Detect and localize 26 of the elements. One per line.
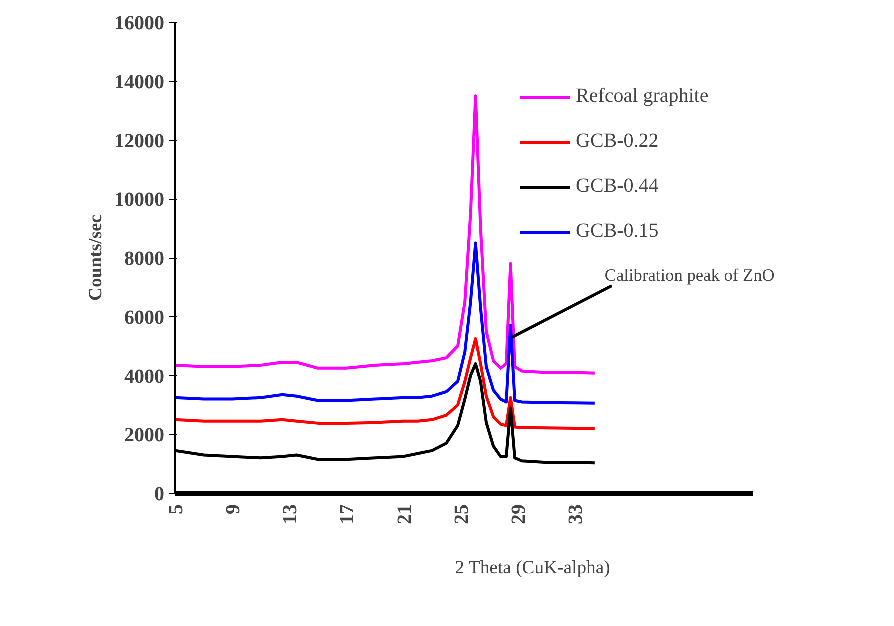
x-tick-label: 21 bbox=[394, 504, 416, 524]
y-tick-label: 8000 bbox=[124, 248, 164, 270]
x-axis-title: 2 Theta (CuK-alpha) bbox=[455, 558, 610, 578]
y-tick-label: 14000 bbox=[114, 71, 164, 94]
x-tick-label: 17 bbox=[336, 504, 359, 524]
y-tick-label: 12000 bbox=[114, 130, 164, 152]
y-tick-label: 10000 bbox=[114, 189, 164, 212]
x-tick-label: 5 bbox=[166, 504, 188, 514]
annotation: Calibration peak of ZnO bbox=[604, 266, 775, 286]
x-tick-label: 25 bbox=[450, 504, 473, 524]
x-tick-label: 29 bbox=[508, 504, 530, 524]
y-tick-label: 0 bbox=[154, 484, 164, 506]
x-tick-label: 13 bbox=[280, 504, 302, 524]
line-series bbox=[176, 242, 596, 405]
x-tick-label: 9 bbox=[222, 504, 245, 514]
y-tick-label: 6000 bbox=[124, 306, 164, 329]
line-series bbox=[176, 337, 596, 430]
legend-label: Refcoal graphite bbox=[576, 85, 709, 108]
y-tick-label: 2000 bbox=[124, 424, 164, 447]
legend-label: GCB-0.22 bbox=[576, 130, 659, 153]
x-tick-label: 33 bbox=[564, 504, 587, 524]
y-axis-title: Counts/sec bbox=[86, 214, 106, 302]
y-tick-label: 4000 bbox=[124, 366, 164, 388]
y-tick-label: 16000 bbox=[114, 12, 164, 34]
legend-label: GCB-0.15 bbox=[576, 220, 659, 243]
legend-label: GCB-0.44 bbox=[576, 175, 659, 198]
